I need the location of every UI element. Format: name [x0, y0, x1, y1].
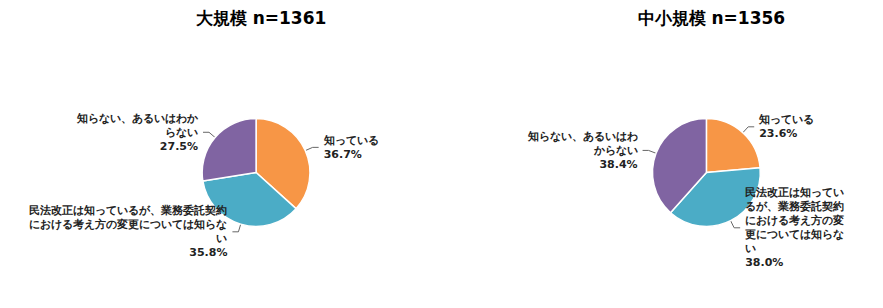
svg-text:らない: らない: [165, 126, 198, 139]
svg-text:知っている: 知っている: [323, 134, 379, 147]
svg-text:38.4%: 38.4%: [599, 158, 637, 171]
svg-text:35.8%: 35.8%: [189, 246, 227, 259]
svg-text:知らない、あるいはわ: 知らない、あるいはわ: [527, 130, 638, 143]
svg-text:民法改正は知っているが、業務委託契約: 民法改正は知っているが、業務委託契約: [29, 204, 227, 217]
svg-text:23.6%: 23.6%: [759, 127, 797, 140]
svg-text:るが、業務委託契約: るが、業務委託契約: [745, 200, 844, 213]
svg-text:知っている: 知っている: [758, 113, 814, 126]
svg-text:更については知らな: 更については知らな: [745, 228, 844, 241]
svg-text:における考え方の変: における考え方の変: [745, 214, 844, 227]
svg-text:知らない、あるいはわか: 知らない、あるいはわか: [76, 112, 199, 125]
svg-text:大規模 n=1361: 大規模 n=1361: [196, 8, 327, 28]
svg-text:民法改正は知ってい: 民法改正は知ってい: [745, 186, 844, 199]
svg-text:36.7%: 36.7%: [324, 148, 362, 161]
svg-text:からない: からない: [593, 144, 638, 157]
svg-text:い: い: [216, 232, 227, 245]
svg-text:い: い: [745, 242, 756, 255]
svg-text:38.0%: 38.0%: [745, 256, 783, 269]
svg-text:における考え方の変更については知らな: における考え方の変更については知らな: [29, 218, 227, 231]
svg-text:27.5%: 27.5%: [160, 140, 198, 153]
svg-text:中小規模 n=1356: 中小規模 n=1356: [638, 8, 786, 28]
